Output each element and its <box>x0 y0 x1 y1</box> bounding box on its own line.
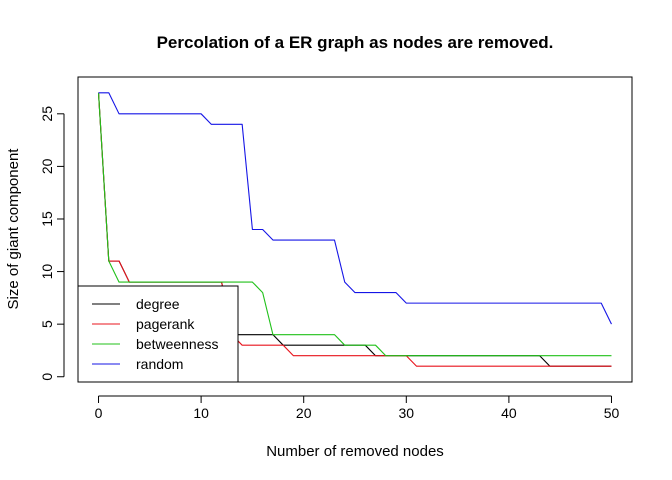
x-tick-label: 0 <box>95 405 103 421</box>
series-line-random <box>98 92 612 325</box>
y-tick-label: 25 <box>39 106 55 122</box>
x-tick-label: 40 <box>501 405 517 421</box>
y-tick-label: 20 <box>39 158 55 174</box>
y-tick-label: 5 <box>39 320 55 328</box>
legend-box <box>77 285 239 383</box>
legend: degree pagerank betweenness random <box>77 285 239 383</box>
plot-frame <box>77 76 633 383</box>
y-axis-label: Size of giant component <box>5 148 22 310</box>
x-axis-label: Number of removed nodes <box>266 443 444 460</box>
chart-title: Percolation of a ER graph as nodes are r… <box>157 33 554 52</box>
y-tick-label: 10 <box>39 264 55 280</box>
x-tick-label: 10 <box>193 405 209 421</box>
y-tick-label: 0 <box>39 373 55 381</box>
series-line-betweenness <box>97 92 612 357</box>
legend-label-pagerank: pagerank <box>136 316 195 332</box>
legend-label-betweenness: betweenness <box>136 336 219 352</box>
plot-area: 0 10 20 30 40 50 0 5 10 15 20 25 degree pagerank betwe… <box>39 76 633 421</box>
x-tick-label: 30 <box>399 405 415 421</box>
x-tick-label: 50 <box>604 405 620 421</box>
x-tick-label: 20 <box>296 405 312 421</box>
legend-label-degree: degree <box>136 296 180 312</box>
legend-label-random: random <box>136 356 183 372</box>
y-tick-label: 15 <box>39 211 55 227</box>
